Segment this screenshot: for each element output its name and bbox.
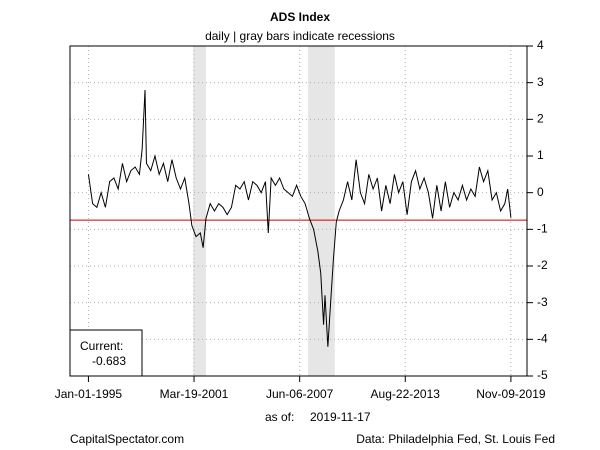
- y-tick-label: -2: [537, 258, 548, 272]
- x-tick-label: Jan-01-1995: [55, 387, 123, 401]
- recession-band: [307, 46, 335, 376]
- x-tick-label: Mar-19-2001: [160, 387, 229, 401]
- plot-frame: [69, 45, 528, 377]
- as-of-label: as of:: [265, 410, 294, 424]
- recession-band: [193, 46, 206, 376]
- y-tick-label: 1: [537, 148, 544, 162]
- x-tick-label: Aug-22-2013: [371, 387, 441, 401]
- y-tick-label: 3: [537, 75, 544, 89]
- current-label: Current:: [80, 339, 123, 353]
- x-tick-label: Nov-09-2019: [476, 387, 546, 401]
- x-tick-label: Jun-06-2007: [266, 387, 334, 401]
- y-tick-label: 2: [537, 112, 544, 126]
- y-tick-label: -4: [537, 332, 548, 346]
- source-left: CapitalSpectator.com: [70, 432, 184, 446]
- y-tick-label: 4: [537, 38, 544, 52]
- y-tick-label: -1: [537, 222, 548, 236]
- as-of-date: 2019-11-17: [310, 410, 371, 424]
- y-tick-label: -5: [537, 368, 548, 382]
- series-line: [87, 89, 512, 347]
- chart-title: ADS Index: [270, 10, 330, 24]
- current-box: [69, 329, 143, 377]
- y-tick-label: -3: [537, 295, 548, 309]
- source-right: Data: Philadelphia Fed, St. Louis Fed: [356, 432, 555, 446]
- current-value: -0.683: [92, 354, 126, 368]
- y-tick-label: 0: [537, 185, 544, 199]
- chart-subtitle: daily | gray bars indicate recessions: [205, 29, 395, 43]
